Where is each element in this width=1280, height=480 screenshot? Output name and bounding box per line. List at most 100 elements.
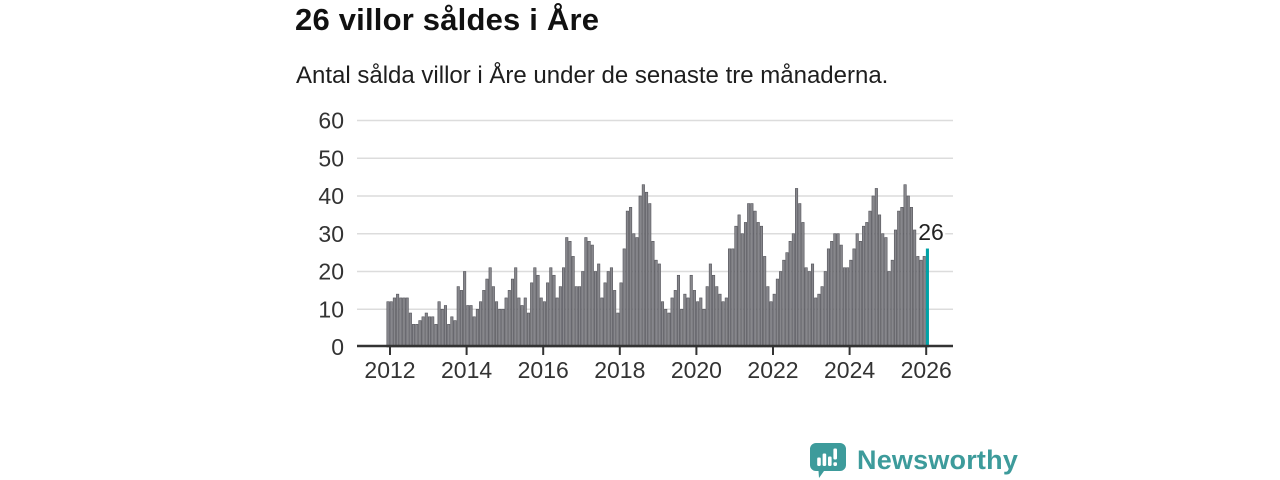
y-tick-label: 50: [318, 145, 344, 171]
bar: [913, 229, 917, 348]
bar: [453, 320, 457, 348]
bar: [625, 210, 629, 348]
y-tick-label: 40: [318, 183, 344, 209]
bar: [734, 225, 738, 348]
bar: [763, 256, 767, 348]
bar: [558, 286, 562, 348]
bar: [613, 290, 617, 348]
x-tick-label: 2018: [594, 357, 645, 383]
bar: [577, 286, 582, 348]
bar: [743, 222, 748, 348]
bar: [689, 274, 693, 348]
bar: [680, 308, 684, 348]
x-tick-label: 2026: [901, 357, 952, 383]
bar: [399, 297, 403, 348]
bar: [903, 184, 907, 348]
x-tick-label: 2014: [441, 357, 492, 383]
bar: [427, 316, 432, 348]
bar: [648, 203, 652, 348]
bar: [893, 229, 898, 348]
bar: [424, 312, 428, 348]
bar: [600, 297, 604, 348]
bar: [491, 286, 495, 348]
bar: [616, 312, 620, 348]
bar: [909, 207, 913, 348]
bar: [772, 293, 776, 348]
bar: [823, 271, 827, 348]
bar: [846, 267, 850, 348]
bar: [884, 237, 888, 348]
bar: [737, 214, 741, 348]
bar: [517, 297, 521, 348]
bar: [485, 278, 489, 348]
x-tick-label: 2016: [518, 357, 569, 383]
page-title: 26 villor såldes i Åre: [295, 2, 600, 37]
bar: [590, 244, 594, 348]
bar: [887, 271, 891, 348]
bar: [858, 241, 862, 348]
bar: [756, 222, 760, 348]
bar: [495, 301, 499, 348]
bar: [916, 256, 920, 348]
bar: [638, 195, 642, 348]
bar: [571, 256, 575, 348]
bar: [520, 305, 524, 348]
bar: [619, 282, 623, 348]
y-tick-label: 10: [318, 296, 344, 322]
bar: [498, 308, 502, 348]
x-tick-label: 2020: [671, 357, 722, 383]
bar: [874, 188, 878, 348]
bar: [622, 248, 626, 348]
bar: [434, 324, 438, 348]
bar: [683, 293, 687, 348]
y-tick-label: 20: [318, 259, 344, 285]
bar: [530, 282, 534, 348]
bar: [721, 301, 725, 348]
bar: [740, 233, 744, 348]
bar: [641, 184, 645, 348]
bar: [396, 293, 400, 348]
bar: [702, 308, 706, 348]
bar: [392, 297, 396, 348]
bar: [593, 271, 598, 348]
bar: [450, 316, 454, 348]
bar: [482, 290, 486, 348]
bar: [890, 259, 894, 348]
bar-annotation: 26: [918, 219, 944, 245]
bar: [597, 263, 601, 348]
bar: [443, 305, 448, 348]
bar: [836, 233, 840, 348]
bar: [865, 222, 869, 348]
bar: [810, 263, 815, 348]
bar: [526, 312, 530, 348]
bar: [447, 324, 451, 348]
bar: [728, 248, 732, 348]
newsworthy-bubble-chart-icon: [808, 440, 848, 480]
newsworthy-logo[interactable]: Newsworthy: [808, 440, 1018, 480]
bar: [418, 320, 422, 348]
bar: [804, 267, 808, 348]
bar: [769, 301, 773, 348]
y-tick-label: 30: [318, 221, 344, 247]
bar: [440, 308, 444, 348]
bar: [855, 233, 859, 348]
bar: [798, 203, 802, 348]
bar: [842, 267, 846, 348]
page-subtitle: Antal sålda villor i Åre under de senast…: [296, 62, 889, 89]
bar: [922, 256, 926, 348]
bar: [871, 195, 875, 348]
bar: [587, 241, 591, 348]
bar: [785, 252, 789, 348]
bar: [609, 267, 613, 348]
bar: [565, 237, 569, 348]
bar: [759, 225, 763, 348]
bar: [472, 316, 476, 348]
bar: [900, 207, 904, 348]
bar: [676, 274, 680, 348]
bar: [724, 297, 728, 348]
bar: [791, 233, 795, 348]
bar: [664, 308, 668, 348]
bar: [405, 297, 409, 348]
bar: [510, 278, 515, 348]
